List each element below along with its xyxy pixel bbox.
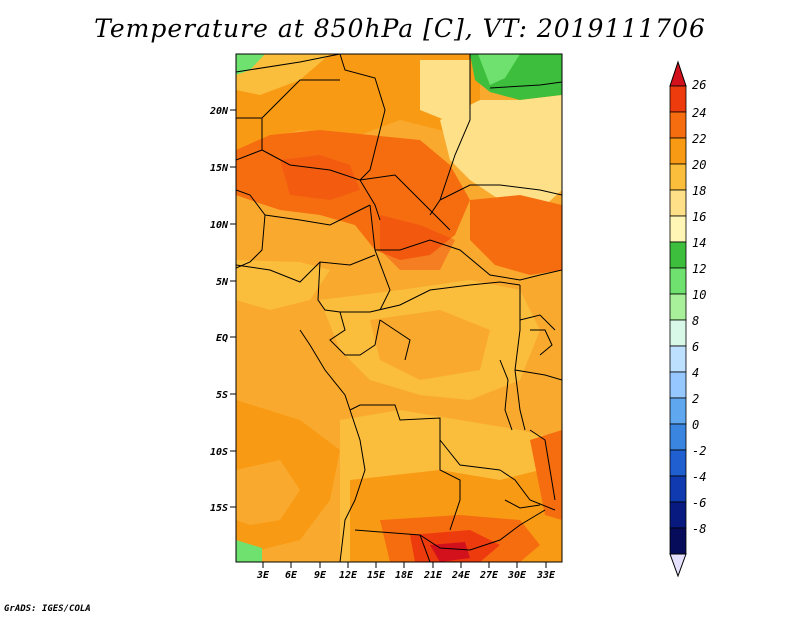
- country-borders: [236, 54, 562, 562]
- colorbar-label: -2: [692, 444, 706, 458]
- colorbar-label: 22: [692, 132, 706, 146]
- lat-label: 5S: [216, 390, 228, 401]
- colorbar-swatch: [669, 501, 687, 529]
- lon-label: 18E: [395, 570, 414, 581]
- lon-label: 33E: [536, 570, 556, 581]
- colorbar-swatch: [669, 267, 687, 295]
- lat-label: 15S: [210, 503, 228, 514]
- lon-label: 6E: [285, 570, 298, 581]
- lon-label: 12E: [339, 570, 358, 581]
- lon-label: 9E: [314, 570, 327, 581]
- lon-label: 30E: [507, 570, 527, 581]
- colorbar-swatch: [669, 137, 687, 165]
- latitude-axis: [230, 109, 236, 508]
- lat-label: 20N: [209, 106, 229, 117]
- colorbar-swatch: [669, 371, 687, 399]
- colorbar-label: 8: [692, 314, 699, 328]
- footer-credit: GrADS: IGES/COLA: [4, 604, 91, 614]
- colorbar-swatch: [669, 189, 687, 217]
- colorbar-arrow-top: [669, 60, 687, 87]
- colorbar-label: 26: [692, 78, 706, 92]
- colorbar-swatch: [669, 111, 687, 139]
- colorbar-swatch: [669, 319, 687, 347]
- colorbar-swatch: [669, 163, 687, 191]
- colorbar: [669, 60, 687, 578]
- colorbar-label: 24: [692, 106, 706, 120]
- lon-label: 27E: [479, 570, 499, 581]
- temperature-field: [236, 54, 562, 562]
- colorbar-swatch: [669, 475, 687, 503]
- colorbar-label: 20: [692, 158, 706, 172]
- lon-label: 3E: [256, 570, 270, 581]
- lat-label: 5N: [216, 277, 229, 288]
- map-title: Temperature at 850hPa [C], VT: 201911170…: [94, 14, 706, 43]
- lat-label: 15N: [210, 163, 229, 174]
- colorbar-label: -4: [692, 470, 706, 484]
- colorbar-label: 18: [692, 184, 706, 198]
- colorbar-label: -8: [692, 522, 706, 536]
- colorbar-label: 0: [692, 418, 699, 432]
- colorbar-label: 12: [692, 262, 706, 276]
- colorbar-labels: 26 24 22 20 18 16 14 12 10 8 6 4 2 0 -2 …: [692, 78, 706, 536]
- colorbar-swatch: [669, 345, 687, 373]
- lat-label: EQ: [216, 333, 228, 344]
- map-frame: [235, 53, 563, 563]
- colorbar-swatch: [669, 449, 687, 477]
- colorbar-label: 6: [692, 340, 699, 354]
- colorbar-swatch: [669, 241, 687, 269]
- colorbar-label: 16: [692, 210, 706, 224]
- lat-label: 10N: [210, 220, 229, 231]
- colorbar-label: 4: [692, 366, 699, 380]
- lon-label: 21E: [423, 570, 443, 581]
- colorbar-swatch: [669, 215, 687, 243]
- colorbar-label: 14: [692, 236, 706, 250]
- longitude-axis: [262, 562, 547, 568]
- colorbar-label: 10: [692, 288, 706, 302]
- lon-label: 24E: [451, 570, 471, 581]
- colorbar-arrow-bottom: [669, 553, 687, 578]
- colorbar-swatch: [669, 423, 687, 451]
- colorbar-swatch: [669, 527, 687, 555]
- colorbar-swatch: [669, 397, 687, 425]
- colorbar-label: -6: [692, 496, 706, 510]
- lon-label: 15E: [367, 570, 386, 581]
- colorbar-label: 2: [692, 392, 699, 406]
- colorbar-swatch: [669, 293, 687, 321]
- colorbar-swatch: [669, 85, 687, 113]
- lat-label: 10S: [210, 447, 228, 458]
